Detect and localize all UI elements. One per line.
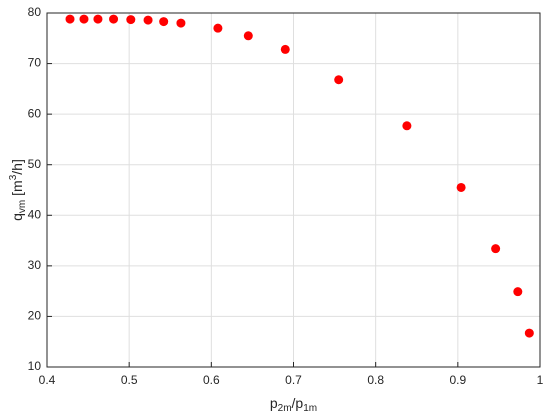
point <box>402 121 412 131</box>
y-tick-label: 20 <box>28 309 42 323</box>
y-tick-label: 10 <box>28 359 42 373</box>
y-tick-label: 50 <box>28 157 42 171</box>
point <box>456 182 466 192</box>
point <box>243 31 253 41</box>
y-tick-label: 70 <box>28 56 42 70</box>
y-axis-label-part: /h] <box>9 159 25 175</box>
x-tick-label: 0.5 <box>121 373 138 387</box>
y-tick-label: 30 <box>28 258 42 272</box>
point <box>213 23 223 33</box>
x-axis-label-part: p <box>270 395 278 411</box>
y-tick-label: 60 <box>28 106 42 120</box>
x-tick-label: 0.8 <box>367 373 384 387</box>
x-axis-label-part: 1m <box>303 403 317 414</box>
point <box>93 14 103 24</box>
y-tick-label: 40 <box>28 207 42 221</box>
point <box>334 75 344 85</box>
y-axis-label-part: vm <box>17 200 28 213</box>
point <box>126 15 136 25</box>
x-tick-label: 0.7 <box>285 373 302 387</box>
point <box>159 17 169 27</box>
x-axis-label-part: 2m <box>278 403 292 414</box>
point <box>524 328 534 338</box>
point <box>513 287 523 297</box>
point <box>65 14 75 24</box>
x-axis-label-part: /p <box>292 395 304 411</box>
y-axis-label-part: 3 <box>8 174 19 180</box>
y-axis-label-part: [m <box>9 180 25 199</box>
x-tick-label: 0.9 <box>449 373 466 387</box>
x-axis-label: p2m/p1m <box>270 395 317 414</box>
point <box>109 14 119 24</box>
point <box>491 244 501 254</box>
x-tick-label: 0.6 <box>203 373 220 387</box>
point <box>79 14 89 24</box>
point <box>143 15 153 25</box>
y-axis-label-part: q <box>9 213 25 221</box>
x-tick-label: 0.4 <box>39 373 56 387</box>
y-tick-label: 80 <box>28 5 42 19</box>
point <box>280 44 290 54</box>
y-axis-label: qvm [m3/h] <box>8 159 28 221</box>
x-tick-label: 1 <box>537 373 544 387</box>
plot-frame <box>46 12 541 368</box>
point <box>176 18 186 28</box>
